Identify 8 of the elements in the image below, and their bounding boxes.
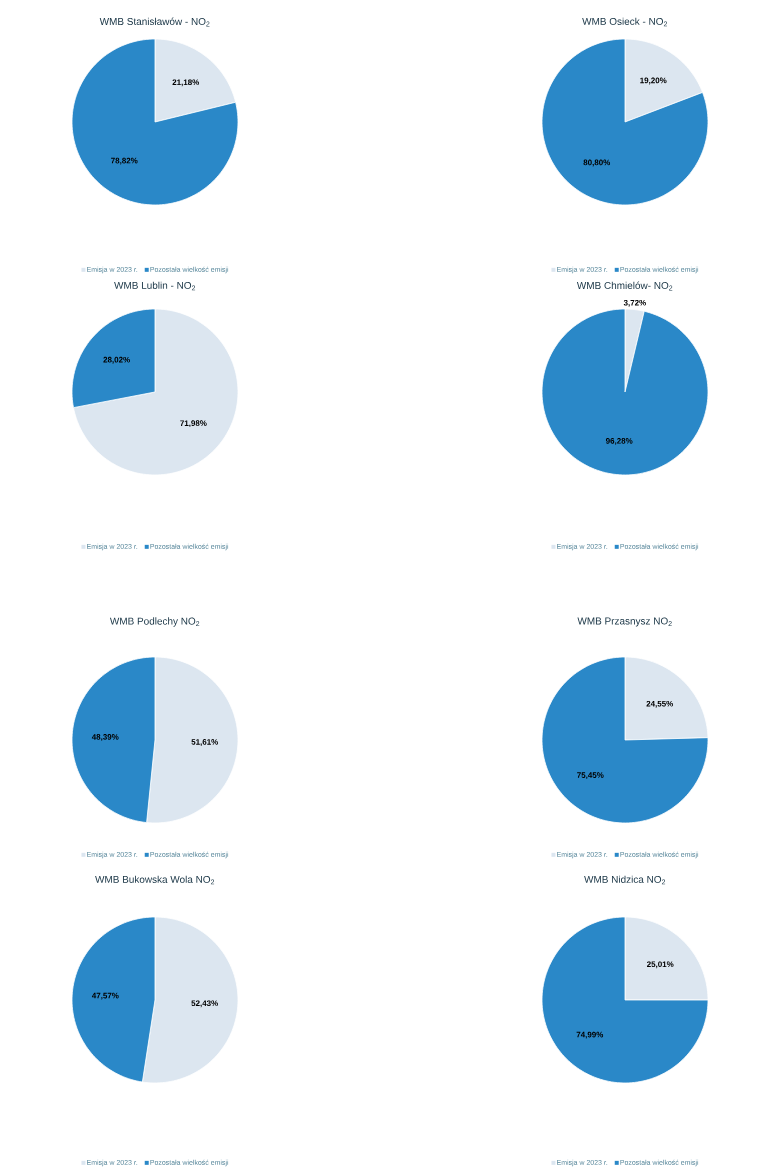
chart-title: WMB Stanisławów - NO$_{2}$ <box>99 17 210 27</box>
chart-title: WMB Osieck - NO$_{2}$ <box>582 17 668 27</box>
chart-title: WMB Nidzica NO$_{2}$ <box>584 875 666 885</box>
chart-title: WMB Przasnysz NO$_{2}$ <box>577 617 672 627</box>
chart-title: WMB Chmielów- NO$_{2}$ <box>576 281 673 291</box>
chart-title: WMB Podlechy NO$_{2}$ <box>109 617 200 627</box>
chart-title: WMB Bukowska Wola NO$_{2}$ <box>95 875 215 885</box>
chart-title: WMB Lublin - NO$_{2}$ <box>114 281 196 291</box>
